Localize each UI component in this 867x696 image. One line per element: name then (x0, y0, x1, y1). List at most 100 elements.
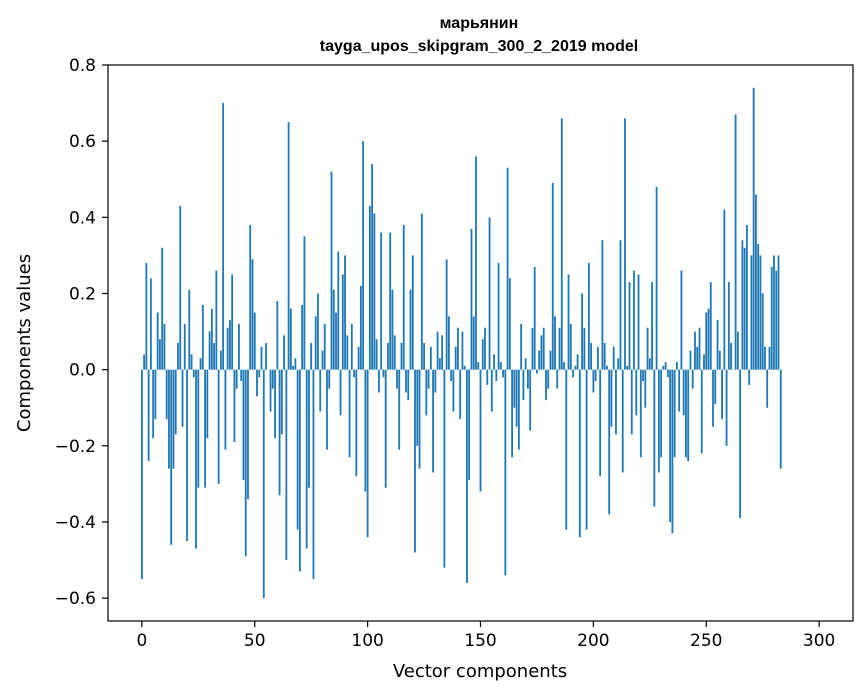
bar (393, 335, 396, 370)
bar (438, 358, 441, 370)
bar (179, 205, 182, 370)
y-tick-label: −0.4 (55, 513, 96, 533)
bar (425, 369, 428, 416)
bar (531, 327, 534, 370)
y-tick-label: 0.4 (69, 208, 96, 228)
plot-frame (107, 64, 854, 622)
bar (657, 369, 660, 473)
bar (294, 358, 297, 370)
y-axis-label: Components values (14, 254, 35, 432)
bar (346, 335, 349, 370)
bar (154, 369, 157, 420)
bar (454, 346, 457, 370)
bar (599, 369, 602, 477)
x-tick-label: 200 (577, 631, 609, 651)
bar (547, 369, 550, 389)
bar (368, 205, 371, 370)
bar (278, 369, 281, 496)
bar (633, 270, 635, 370)
bar (452, 369, 455, 412)
bar (680, 270, 683, 370)
bar (565, 369, 568, 530)
y-tick-label: 0.2 (69, 284, 96, 304)
bar (398, 369, 401, 450)
bar (143, 354, 146, 370)
bar (332, 289, 335, 370)
bar (716, 320, 719, 370)
bar (301, 304, 304, 370)
x-tick-label: 250 (690, 631, 722, 651)
bar (159, 339, 161, 370)
bar (274, 369, 276, 439)
bar (447, 316, 450, 370)
bar (208, 331, 211, 370)
bar (508, 278, 511, 370)
bar (581, 293, 583, 370)
bar (344, 255, 346, 370)
bar (206, 369, 209, 439)
bar (725, 369, 728, 446)
bars (140, 87, 782, 599)
bar (168, 369, 170, 469)
bar (770, 266, 773, 370)
bar (572, 369, 574, 378)
bar (608, 369, 611, 515)
bar (615, 369, 617, 435)
bar (495, 369, 498, 382)
bar (177, 343, 179, 370)
bar (587, 263, 590, 370)
bar (319, 369, 322, 412)
bar (461, 331, 464, 370)
bar (700, 369, 703, 454)
bar (739, 369, 742, 519)
bar (655, 186, 658, 370)
bar (484, 327, 486, 370)
bar (380, 232, 383, 370)
bar (436, 331, 439, 370)
bar (583, 327, 586, 370)
bar (694, 331, 696, 370)
bar (648, 358, 651, 370)
bar (502, 369, 504, 378)
bar (441, 335, 444, 370)
bar (779, 369, 782, 469)
bar (414, 369, 416, 553)
bar (626, 365, 629, 370)
bar (190, 354, 193, 370)
bar (197, 369, 200, 488)
bar (527, 369, 529, 389)
bar (624, 118, 626, 370)
bar (384, 369, 387, 488)
bar (172, 369, 175, 469)
bar (341, 274, 344, 370)
bar (696, 346, 699, 370)
y-tick-label: −0.6 (55, 589, 96, 609)
bar (466, 369, 468, 583)
bar (646, 327, 649, 370)
bar (238, 323, 240, 370)
bar (576, 354, 579, 370)
bar (145, 263, 148, 370)
bar (276, 301, 279, 370)
bar (707, 308, 710, 370)
bar (427, 369, 430, 389)
bar (262, 369, 265, 599)
bar (569, 323, 572, 370)
bar (249, 224, 252, 370)
bar (326, 369, 328, 450)
bar (511, 369, 514, 458)
bar (201, 304, 204, 370)
bar (285, 369, 288, 561)
bar (563, 362, 565, 370)
bar (204, 369, 206, 488)
bar (551, 183, 554, 370)
bar (493, 354, 495, 370)
bar (470, 228, 473, 370)
bar (479, 369, 482, 492)
bar (186, 369, 188, 542)
bar (459, 369, 462, 420)
bar (676, 362, 678, 370)
bar (703, 354, 705, 370)
bar (536, 369, 538, 374)
